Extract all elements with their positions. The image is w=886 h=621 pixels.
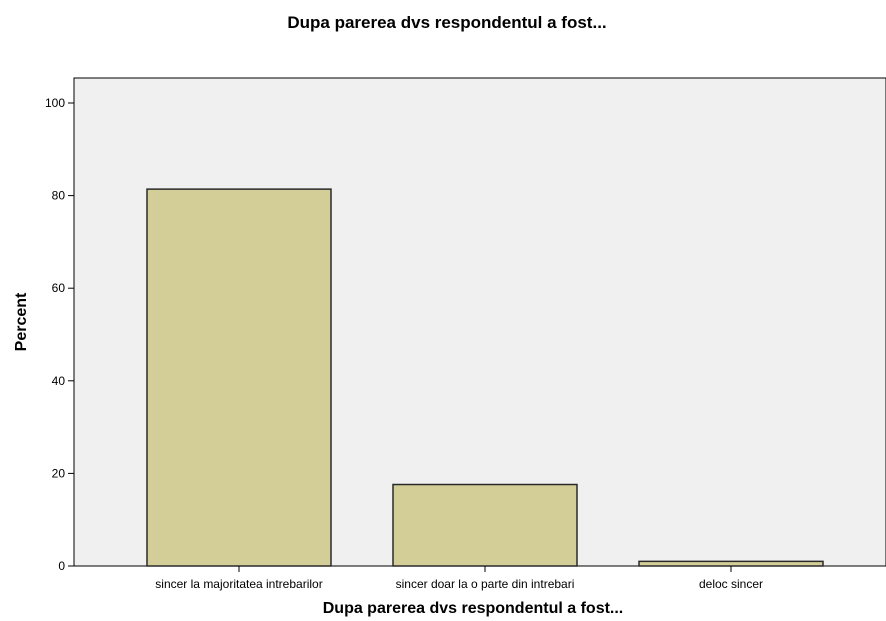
- x-axis-title: Dupa parerea dvs respondentul a fost...: [323, 600, 624, 617]
- chart-title: Dupa parerea dvs respondentul a fost...: [287, 13, 606, 32]
- y-tick-label: 60: [52, 281, 66, 295]
- y-tick-label: 40: [52, 374, 66, 388]
- y-axis-title: Percent: [13, 292, 30, 351]
- bar: [146, 188, 332, 567]
- y-tick-label: 80: [52, 189, 66, 203]
- y-tick-label: 100: [45, 96, 65, 110]
- x-axis: sincer la majoritatea intrebarilor sincer…: [155, 566, 763, 591]
- x-tick-label: sincer doar la o parte din intrebari: [396, 577, 575, 591]
- bars-group: [146, 188, 824, 567]
- x-tick-label: sincer la majoritatea intrebarilor: [155, 577, 322, 591]
- bar: [392, 483, 578, 567]
- x-tick-label: deloc sincer: [699, 577, 763, 591]
- y-tick-label: 0: [58, 559, 65, 573]
- bar: [638, 560, 824, 567]
- y-axis: 0 20 40 60 80 100: [45, 96, 74, 573]
- y-tick-label: 20: [52, 466, 66, 480]
